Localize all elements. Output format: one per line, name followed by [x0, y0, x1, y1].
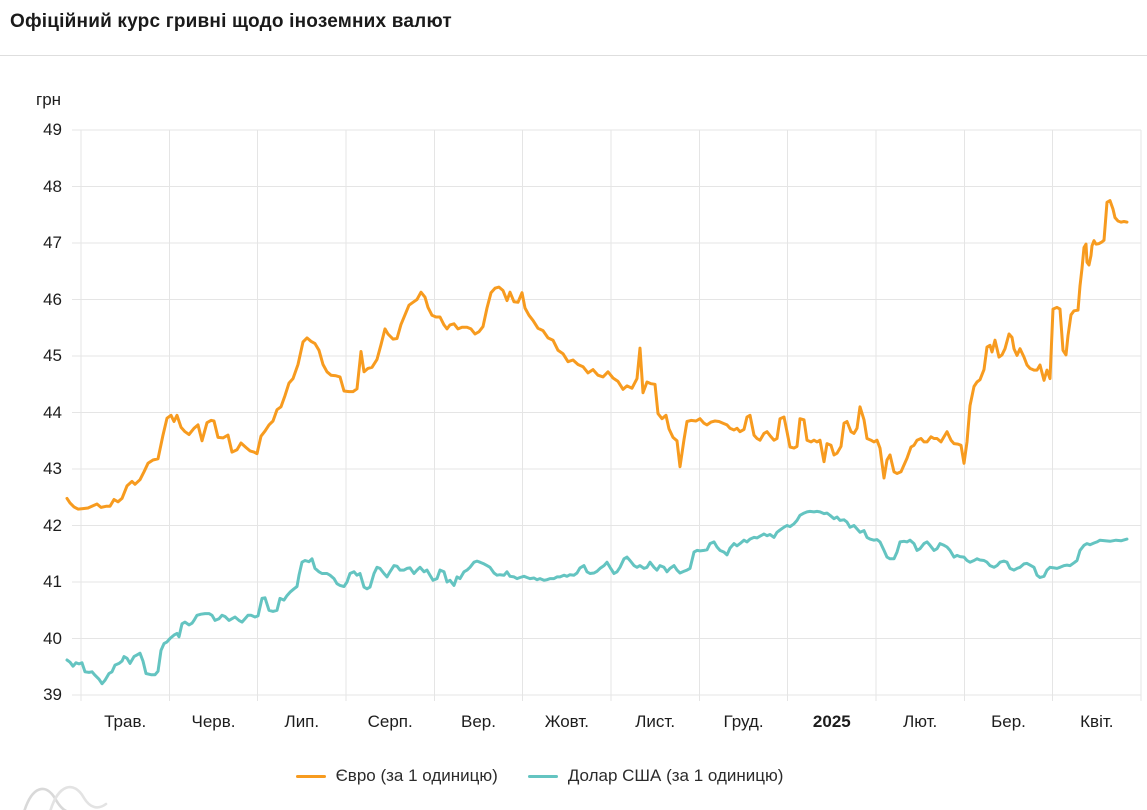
x-axis-tick-label: Бер. [991, 712, 1026, 731]
amcharts-watermark-icon[interactable] [6, 770, 126, 810]
euro-line-swatch-icon [295, 774, 326, 778]
series-line-euro[interactable] [65, 199, 1129, 511]
x-axis-tick-label: Лист. [635, 712, 676, 731]
x-axis-tick-label: Груд. [723, 712, 764, 731]
y-axis-tick-label: 43 [43, 459, 62, 478]
series-line-usd[interactable] [65, 509, 1129, 686]
header-divider [0, 55, 1147, 56]
x-axis-tick-label: Трав. [104, 712, 147, 731]
x-axis-tick-label: Квіт. [1080, 712, 1114, 731]
usd-line-swatch-icon [527, 774, 558, 778]
y-axis-tick-label: 45 [43, 346, 62, 365]
y-axis-unit-label: грн [36, 90, 62, 109]
legend-item-euro[interactable]: Євро (за 1 одиницю) [295, 766, 498, 786]
y-axis-tick-label: 49 [43, 120, 62, 139]
y-axis-tick-label: 46 [43, 289, 62, 309]
page-title: Офіційний курс гривні щодо іноземних вал… [10, 11, 452, 32]
x-axis-tick-label: Лют. [903, 712, 938, 731]
x-axis-tick-label: Черв. [191, 712, 236, 731]
x-axis-tick-label: Жовт. [544, 712, 589, 731]
y-axis-tick-label: 47 [43, 233, 62, 252]
x-axis-tick-label: Вер. [461, 712, 496, 731]
legend-label-euro: Євро (за 1 одиницю) [335, 766, 498, 785]
y-axis-tick-label: 41 [43, 572, 62, 591]
x-axis-tick-label: 2025 [812, 712, 851, 731]
chart-legend: Євро (за 1 одиницю) Долар США (за 1 один… [0, 759, 1113, 793]
y-axis-tick-label: 48 [43, 176, 62, 196]
x-axis-tick-label: Серп. [367, 712, 413, 731]
y-axis-tick-label: 44 [43, 402, 62, 422]
x-axis-tick-label: Лип. [284, 712, 320, 731]
y-axis-tick-label: 40 [43, 628, 62, 648]
y-axis-tick-label: 39 [43, 685, 62, 704]
y-axis-tick-label: 42 [43, 515, 62, 535]
legend-label-usd: Долар США (за 1 одиницю) [567, 766, 784, 785]
legend-item-usd[interactable]: Долар США (за 1 одиницю) [527, 766, 784, 786]
